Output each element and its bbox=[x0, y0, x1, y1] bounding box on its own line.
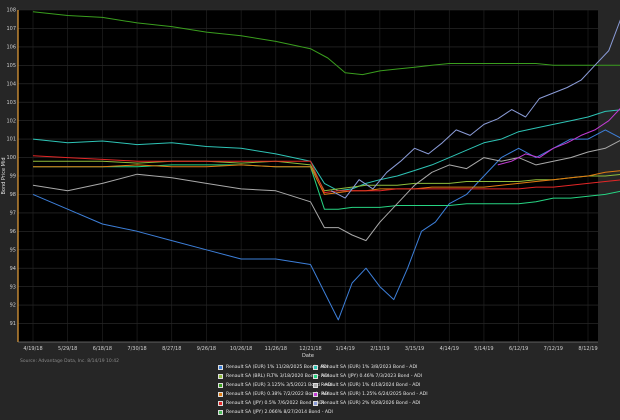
y-tick-label: 106 bbox=[6, 44, 16, 50]
legend-entry: Renault SA (EUR) 1.25% 6/24/2025 Bond - … bbox=[313, 391, 428, 398]
x-tick-label: 6/12/19 bbox=[509, 346, 528, 352]
x-tick-label: 6/18/18 bbox=[93, 346, 112, 352]
legend-swatch bbox=[218, 401, 223, 406]
x-tick-label: 8/27/18 bbox=[162, 346, 181, 352]
legend-swatch bbox=[313, 374, 318, 379]
chart-legend: Renault SA (EUR) 1% 11/28/2025 Bond - AD… bbox=[218, 364, 428, 420]
axes bbox=[17, 10, 598, 343]
y-tick-label: 105 bbox=[6, 63, 16, 69]
legend-entry: Renault SA (JPY) 0.46% 7/3/2023 Bond - A… bbox=[313, 373, 422, 380]
legend-swatch bbox=[313, 401, 318, 406]
legend-label: Renault SA (BRL) FLT% 3/18/2020 Bond - A… bbox=[226, 374, 330, 379]
legend-entry: Renault SA (JPY) 2.066% 8/27/2014 Bond -… bbox=[218, 409, 333, 416]
legend-swatch bbox=[218, 374, 223, 379]
legend-label: Renault SA (EUR) 1.25% 6/24/2025 Bond - … bbox=[321, 392, 428, 397]
source-note: Source: Advantage Data, Inc. 8/14/19 10:… bbox=[20, 358, 119, 364]
x-tick-label: 5/14/19 bbox=[474, 346, 493, 352]
legend-entry: Renault SA (EUR) 2% 9/28/2026 Bond - ADI bbox=[313, 400, 420, 407]
y-tick-label: 100 bbox=[6, 155, 16, 161]
series-line bbox=[32, 139, 620, 242]
legend-swatch bbox=[313, 365, 318, 370]
legend-entry: Renault SA (EUR) 0.38% 7/2/2022 Bond - A… bbox=[218, 391, 330, 398]
y-tick-label: 93 bbox=[10, 284, 16, 290]
y-tick-label: 101 bbox=[6, 137, 16, 143]
legend-label: Renault SA (EUR) 1% 3/8/2023 Bond - ADI bbox=[321, 365, 418, 370]
legend-swatch bbox=[218, 365, 223, 370]
legend-swatch bbox=[218, 383, 223, 388]
y-tick-label: 103 bbox=[6, 100, 16, 106]
y-tick-label: 102 bbox=[6, 118, 16, 124]
tick-labels: 91 92 93 94 95 96 97 98 99 100 101 102 103 104 105 106 1… bbox=[6, 8, 597, 352]
legend-label: Renault SA (EUR) 2% 9/28/2026 Bond - ADI bbox=[321, 401, 421, 406]
series-line bbox=[32, 11, 620, 76]
legend-swatch bbox=[313, 383, 318, 388]
legend-entry: Renault SA (JPY) 0.5% 7/6/2022 Bond - AD… bbox=[218, 400, 324, 407]
legend-entry: Renault SA (EUR) 1% 4/18/2024 Bond - ADI bbox=[313, 382, 420, 389]
x-tick-label: 4/19/18 bbox=[23, 346, 42, 352]
series-line bbox=[331, 19, 620, 199]
y-tick-label: 96 bbox=[10, 229, 16, 235]
x-tick-label: 12/21/18 bbox=[299, 346, 321, 352]
x-axis-title: Date bbox=[302, 353, 314, 359]
y-tick-label: 97 bbox=[10, 210, 16, 216]
y-tick-label: 99 bbox=[10, 174, 16, 180]
y-tick-label: 91 bbox=[10, 321, 16, 327]
x-tick-label: 1/14/19 bbox=[336, 346, 355, 352]
series-line bbox=[33, 164, 620, 210]
x-tick-label: 7/30/18 bbox=[127, 346, 146, 352]
y-tick-label: 98 bbox=[10, 192, 16, 198]
legend-label: Renault SA (JPY) 0.46% 7/3/2023 Bond - A… bbox=[321, 374, 423, 379]
y-tick-label: 95 bbox=[10, 247, 16, 253]
x-tick-label: 9/26/18 bbox=[197, 346, 216, 352]
series-lines bbox=[32, 11, 620, 321]
x-tick-label: 7/12/19 bbox=[544, 346, 563, 352]
legend-swatch bbox=[218, 410, 223, 415]
legend-entry: Renault SA (EUR) 1% 11/28/2025 Bond - AD… bbox=[218, 364, 328, 371]
legend-swatch bbox=[313, 392, 318, 397]
x-tick-label: 8/12/19 bbox=[578, 346, 597, 352]
grid-lines bbox=[18, 9, 598, 342]
legend-entry: Renault SA (EUR) 3.125% 3/5/2021 Bond - … bbox=[218, 382, 333, 389]
x-tick-label: 5/29/18 bbox=[58, 346, 77, 352]
y-tick-label: 92 bbox=[10, 303, 16, 309]
legend-label: Renault SA (EUR) 1% 4/18/2024 Bond - ADI bbox=[321, 383, 421, 388]
y-axis-title: Bond Price Mid bbox=[1, 157, 7, 194]
x-tick-label: 2/13/19 bbox=[370, 346, 389, 352]
legend-label: Renault SA (EUR) 3.125% 3/5/2021 Bond - … bbox=[226, 383, 333, 388]
y-tick-label: 108 bbox=[6, 8, 16, 14]
y-tick-label: 107 bbox=[6, 26, 16, 32]
legend-label: Renault SA (JPY) 0.5% 7/6/2022 Bond - AD… bbox=[226, 401, 325, 406]
y-tick-label: 94 bbox=[10, 266, 16, 272]
series-line bbox=[32, 109, 620, 192]
series-line bbox=[32, 129, 620, 321]
x-tick-label: 3/15/19 bbox=[405, 346, 424, 352]
legend-label: Renault SA (EUR) 1% 11/28/2025 Bond - AD… bbox=[226, 365, 329, 370]
legend-entry: Renault SA (EUR) 1% 3/8/2023 Bond - ADI bbox=[313, 364, 417, 371]
legend-label: Renault SA (JPY) 2.066% 8/27/2014 Bond -… bbox=[226, 410, 333, 415]
x-tick-label: 4/14/19 bbox=[440, 346, 459, 352]
series-line bbox=[33, 164, 620, 195]
x-tick-label: 11/26/18 bbox=[265, 346, 287, 352]
series-line bbox=[32, 155, 620, 194]
y-tick-label: 104 bbox=[6, 81, 16, 87]
legend-swatch bbox=[218, 392, 223, 397]
legend-label: Renault SA (EUR) 0.38% 7/2/2022 Bond - A… bbox=[226, 392, 330, 397]
x-tick-label: 10/26/18 bbox=[230, 346, 252, 352]
legend-entry: Renault SA (BRL) FLT% 3/18/2020 Bond - A… bbox=[218, 373, 329, 380]
series-line bbox=[497, 108, 620, 166]
